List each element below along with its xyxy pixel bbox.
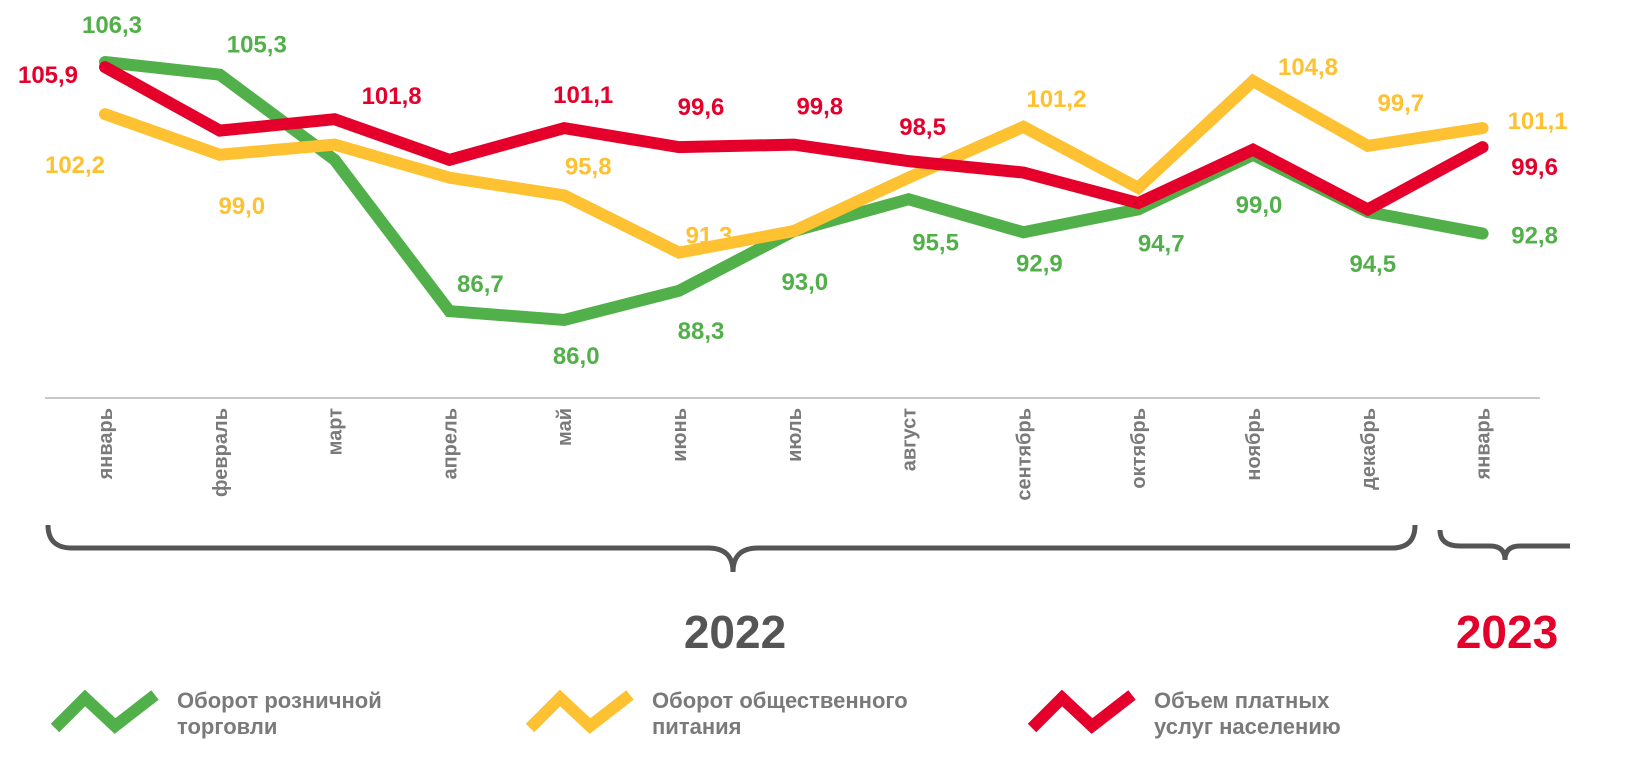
x-tick-label: октябрь — [1128, 408, 1150, 489]
period-label: 2023 — [1456, 606, 1558, 658]
data-label: 105,3 — [227, 32, 287, 59]
data-label: 101,1 — [1508, 108, 1568, 135]
data-label: 99,8 — [796, 94, 843, 121]
data-label: 86,0 — [553, 343, 600, 370]
x-tick-label: июнь — [669, 408, 691, 462]
x-tick-label: март — [325, 408, 347, 456]
data-label: 99,6 — [678, 94, 725, 121]
data-label: 105,9 — [18, 62, 78, 89]
x-tick-label: сентябрь — [1013, 408, 1035, 501]
brace — [45, 524, 1418, 573]
x-tick-label: декабрь — [1358, 408, 1380, 490]
data-label: 102,2 — [45, 152, 105, 179]
legend-label: Оборот общественного питания — [652, 688, 908, 739]
x-tick-label: январь — [95, 408, 117, 480]
data-label: 101,8 — [362, 83, 422, 110]
data-label: 106,3 — [82, 12, 142, 39]
data-label: 104,8 — [1278, 54, 1338, 81]
legend-label: Объем платных услуг населению — [1154, 688, 1341, 739]
data-label: 99,0 — [218, 193, 265, 220]
x-tick-label: май — [554, 408, 576, 446]
data-label: 99,0 — [1236, 192, 1283, 219]
data-label: 94,5 — [1349, 251, 1396, 278]
legend-icon — [525, 689, 634, 734]
data-label: 94,7 — [1138, 230, 1185, 257]
x-tick-label: август — [899, 408, 921, 471]
legend-icon — [50, 689, 159, 734]
data-label: 101,1 — [553, 82, 613, 109]
data-label: 92,8 — [1511, 223, 1558, 250]
x-tick-label: ноябрь — [1243, 408, 1265, 481]
data-label: 86,7 — [457, 271, 504, 298]
data-label: 95,8 — [565, 153, 612, 180]
brace — [1437, 529, 1570, 561]
x-tick-label: июль — [784, 408, 806, 462]
period-label: 2022 — [684, 606, 786, 658]
data-label: 93,0 — [781, 269, 828, 296]
x-tick-label: февраль — [210, 408, 232, 497]
x-tick-label: апрель — [439, 408, 461, 480]
data-label: 99,6 — [1511, 154, 1558, 181]
data-label: 91,3 — [686, 223, 733, 250]
data-label: 101,2 — [1026, 86, 1086, 113]
x-tick-label: январь — [1473, 408, 1495, 480]
data-label: 88,3 — [678, 318, 725, 345]
data-label: 92,9 — [1016, 250, 1063, 277]
data-label: 98,5 — [899, 114, 946, 141]
legend-icon — [1027, 689, 1136, 734]
data-label: 95,5 — [912, 229, 959, 256]
series-line — [99, 61, 1489, 217]
legend-label: Оборот розничной торговли — [177, 688, 382, 739]
series-line — [99, 73, 1489, 259]
data-label: 99,7 — [1377, 90, 1424, 117]
